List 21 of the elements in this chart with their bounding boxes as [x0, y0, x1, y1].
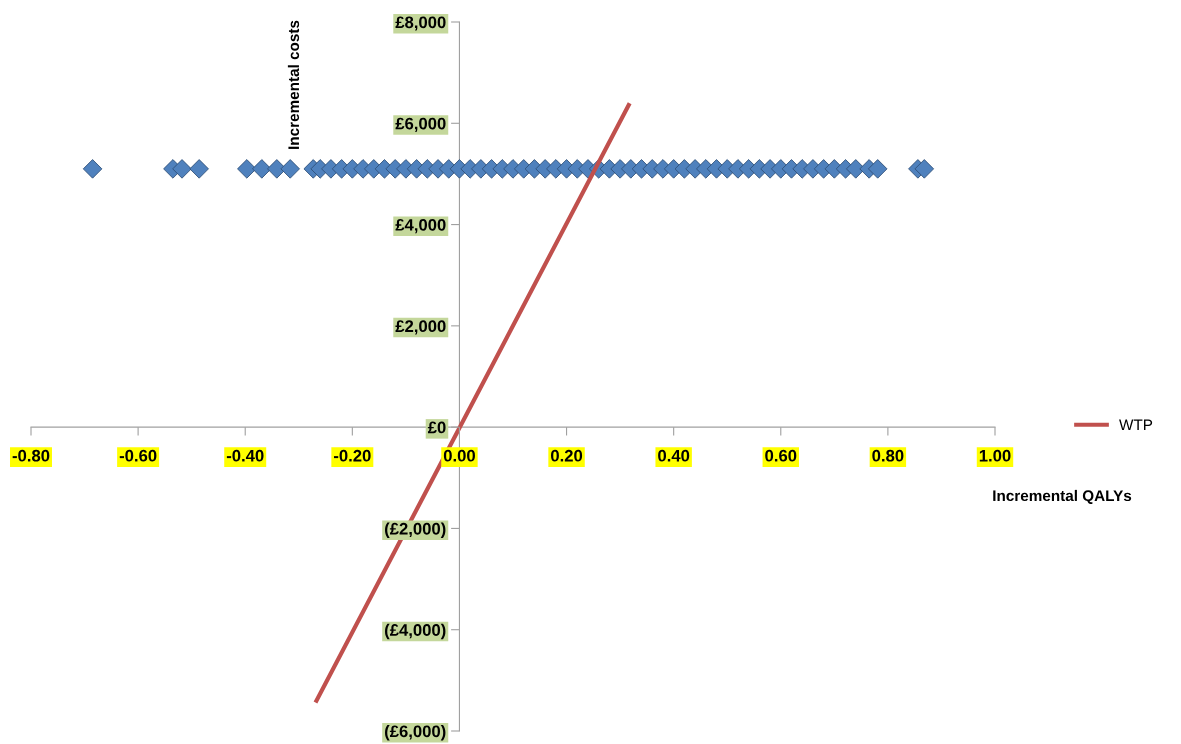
- x-axis-title: Incremental QALYs: [993, 489, 1132, 504]
- y-tick-label: £4,000: [395, 218, 446, 234]
- x-tick-label: 0.40: [658, 449, 690, 462]
- x-tick-label: 0.00: [443, 449, 475, 462]
- y-tick-label: £0: [427, 421, 446, 434]
- x-tick-label: 0.20: [551, 449, 583, 462]
- x-tick-label: 1.00: [979, 449, 1011, 462]
- x-tick-label: -0.60: [119, 449, 157, 462]
- x-tick-label: -0.40: [226, 449, 264, 462]
- legend-label: WTP: [1119, 419, 1153, 431]
- x-tick-label: 0.60: [765, 449, 797, 462]
- x-tick-label: -0.20: [333, 449, 371, 462]
- y-tick-label: £8,000: [395, 16, 446, 31]
- y-tick-label: £2,000: [395, 320, 446, 335]
- y-tick-label: (£4,000): [385, 623, 446, 640]
- x-tick-label: -0.80: [12, 449, 50, 462]
- y-tick-label: (£2,000): [385, 522, 446, 538]
- y-axis-title: Incremental costs: [287, 20, 300, 149]
- y-tick-label: (£6,000): [385, 724, 446, 741]
- y-tick-label: £6,000: [395, 117, 446, 132]
- x-tick-label: 0.80: [872, 449, 904, 462]
